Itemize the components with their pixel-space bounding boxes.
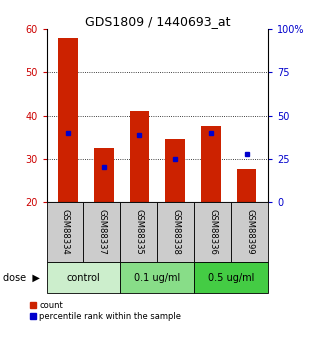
Bar [120, 262, 194, 293]
Bar [83, 202, 120, 262]
Text: GSM88338: GSM88338 [171, 209, 180, 255]
Text: GSM88336: GSM88336 [208, 209, 217, 255]
Bar [194, 262, 268, 293]
Bar [201, 126, 221, 202]
Bar [47, 262, 120, 293]
Text: GSM88399: GSM88399 [245, 209, 254, 255]
Text: GSM88335: GSM88335 [134, 209, 143, 255]
Text: 0.1 ug/ml: 0.1 ug/ml [134, 273, 180, 283]
Bar [130, 111, 149, 202]
Bar [165, 139, 185, 202]
Bar [58, 38, 78, 202]
Bar [120, 202, 157, 262]
Text: GSM88334: GSM88334 [60, 209, 70, 255]
Text: control: control [66, 273, 100, 283]
Legend: count, percentile rank within the sample: count, percentile rank within the sample [30, 301, 181, 321]
Text: dose  ▶: dose ▶ [3, 273, 40, 283]
Title: GDS1809 / 1440693_at: GDS1809 / 1440693_at [84, 15, 230, 28]
Bar [231, 202, 268, 262]
Bar [94, 148, 114, 202]
Bar [194, 202, 231, 262]
Text: GSM88337: GSM88337 [97, 209, 107, 255]
Bar [237, 169, 256, 202]
Bar [157, 202, 194, 262]
Bar [47, 202, 83, 262]
Text: 0.5 ug/ml: 0.5 ug/ml [208, 273, 254, 283]
